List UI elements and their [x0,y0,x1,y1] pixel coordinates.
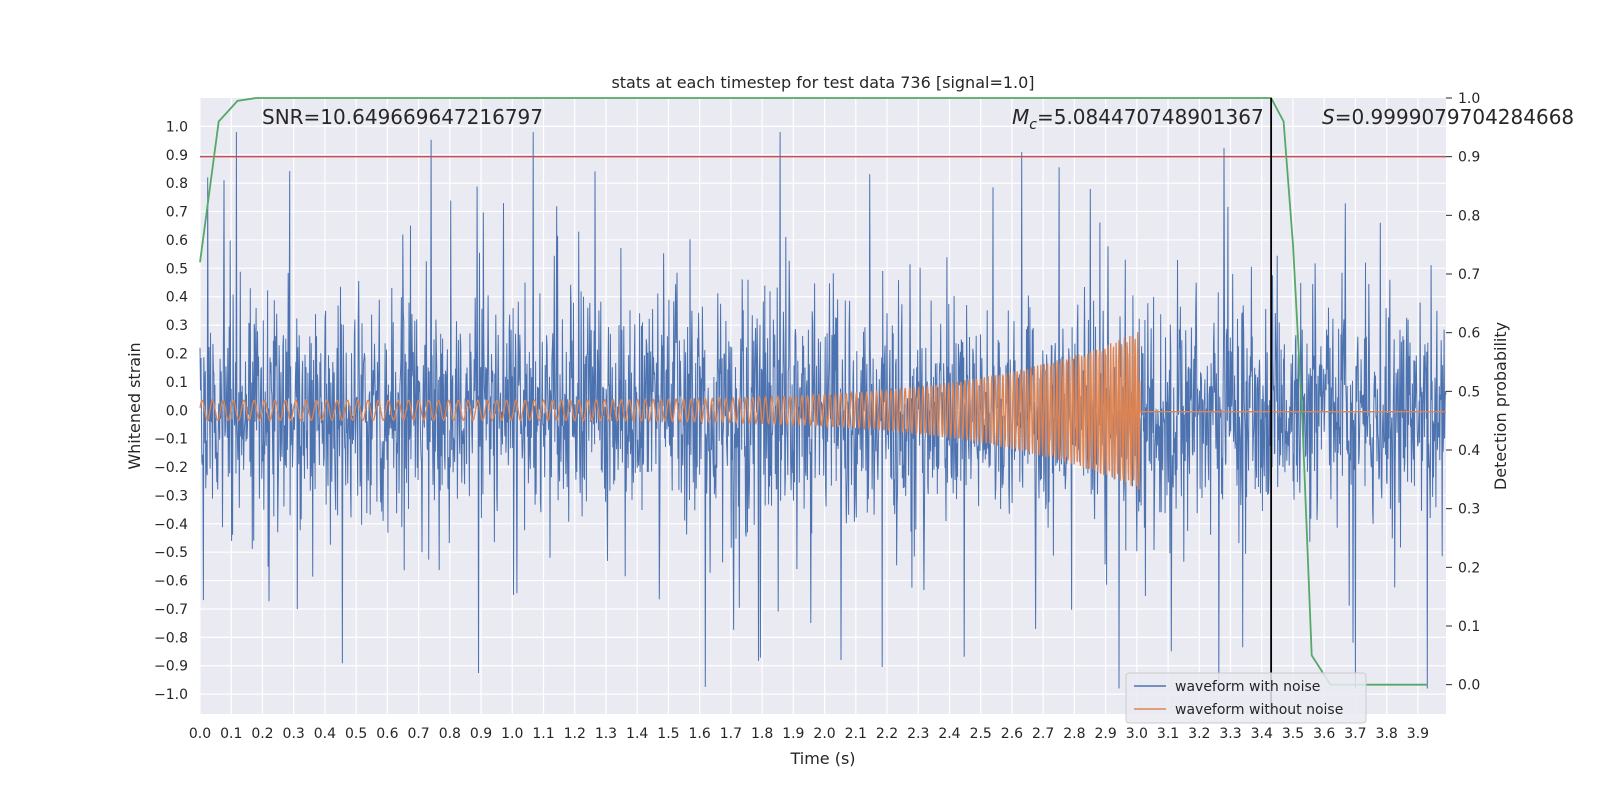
x-tick-label: 0.6 [376,726,398,742]
x-tick-label: 0.0 [189,726,211,742]
y-right-axis-label: Detection probability [1491,322,1510,490]
x-tick-label: 0.5 [345,726,367,742]
y-right-tick-labels: 1.0 0.9 0.8 0.7 0.6 0.5 0.4 0.3 0.2 0.1 0.0 [1446,91,1480,694]
y-tick-label: −0.7 [154,602,188,618]
x-tick-label: 2.5 [970,726,992,742]
y-tick-label: 0.9 [166,148,188,164]
x-tick-label: 2.2 [876,726,898,742]
x-tick-label: 1.8 [751,726,773,742]
y-tick-label: −0.9 [154,659,188,675]
mc-annotation: Mc=5.084470748901367 [1012,105,1264,133]
x-tick-label: 0.4 [314,726,336,742]
y-tick-label: 0.4 [166,290,188,306]
snr-annotation: SNR=10.649669647216797 [262,105,543,129]
y-tick-labels: 1.0 0.9 0.8 0.7 0.6 0.5 0.4 0.3 0.2 0.1 0.0 −0.1 −0.… [154,119,188,703]
y-right-tick-label: 0.0 [1458,678,1480,694]
y-tick-label: −0.8 [154,630,188,646]
y-tick-label: −0.3 [154,488,188,504]
x-tick-label: 1.6 [689,726,711,742]
y-tick-label: 0.2 [166,346,188,362]
y-axis-label: Whitened strain [125,342,144,469]
x-tick-label: 0.1 [220,726,242,742]
plot-lines [199,97,1447,714]
x-tick-label: 3.8 [1376,726,1398,742]
y-right-tick-label: 0.9 [1458,150,1480,166]
y-right-tick-label: 0.5 [1458,384,1480,400]
y-tick-label: 1.0 [166,119,188,135]
series-waveform-with-noise [199,132,1447,689]
x-tick-label: 3.0 [1126,726,1148,742]
y-tick-label: −0.6 [154,574,188,590]
x-tick-label: 2.6 [1001,726,1023,742]
x-tick-label: 1.1 [532,726,554,742]
x-tick-label: 1.2 [564,726,586,742]
y-tick-label: 0.8 [166,176,188,192]
y-tick-label: −0.5 [154,545,188,561]
x-tick-label: 1.0 [501,726,523,742]
x-tick-label: 2.1 [845,726,867,742]
x-tick-label: 1.7 [720,726,742,742]
mc-subscript: c [1029,117,1037,133]
x-tick-label: 0.8 [439,726,461,742]
legend-label-noisy: waveform with noise [1175,679,1320,695]
s-symbol: S [1322,105,1335,129]
y-tick-label: −0.1 [154,432,188,448]
x-tick-label: 3.3 [1219,726,1241,742]
legend: waveform with noise waveform without noi… [1125,672,1367,724]
s-value: =0.9999079704284668 [1335,105,1574,129]
y-tick-label: −0.4 [154,517,188,533]
y-tick-label: 0.6 [166,233,188,249]
x-tick-label: 2.4 [938,726,960,742]
x-tick-labels: 0.0 0.1 0.2 0.3 0.4 0.5 0.6 0.7 0.8 0.9 1.0 1.1 1.2 1… [189,726,1429,742]
y-right-tick-label: 0.2 [1458,560,1480,576]
mc-value: =5.084470748901367 [1037,105,1264,129]
y-right-tick-label: 1.0 [1458,91,1480,107]
series-waveform-without-noise [199,332,1446,490]
x-tick-label: 0.9 [470,726,492,742]
y-right-tick-label: 0.8 [1458,208,1480,224]
x-tick-label: 3.6 [1313,726,1335,742]
y-tick-label: 0.3 [166,318,188,334]
x-tick-label: 2.9 [1094,726,1116,742]
x-tick-label: 2.8 [1063,726,1085,742]
s-annotation: S=0.9999079704284668 [1322,105,1574,129]
x-tick-label: 3.9 [1407,726,1429,742]
x-tick-label: 2.0 [813,726,835,742]
chart-title: stats at each timestep for test data 736… [611,73,1034,92]
x-tick-label: 1.5 [657,726,679,742]
y-right-tick-label: 0.7 [1458,267,1480,283]
y-right-tick-label: 0.6 [1458,326,1480,342]
legend-label-clean: waveform without noise [1175,702,1343,718]
x-tick-label: 0.7 [407,726,429,742]
y-tick-label: 0.7 [166,205,188,221]
mc-symbol: M [1012,105,1029,129]
x-tick-label: 3.5 [1282,726,1304,742]
y-tick-label: 0.5 [166,261,188,277]
y-right-tick-label: 0.3 [1458,502,1480,518]
x-tick-label: 0.3 [283,726,305,742]
x-tick-label: 3.4 [1251,726,1273,742]
x-axis-label: Time (s) [789,749,855,768]
x-tick-label: 3.7 [1344,726,1366,742]
y-right-tick-label: 0.1 [1458,619,1480,635]
x-tick-label: 1.3 [595,726,617,742]
x-tick-label: 3.2 [1188,726,1210,742]
y-tick-label: 0.0 [166,403,188,419]
y-tick-label: −1.0 [154,687,188,703]
y-tick-label: 0.1 [166,375,188,391]
x-tick-label: 1.4 [626,726,648,742]
legend-box [1125,672,1367,724]
series-detection-probability [199,97,1428,686]
x-tick-label: 1.9 [782,726,804,742]
x-tick-label: 3.1 [1157,726,1179,742]
x-tick-label: 2.7 [1032,726,1054,742]
y-tick-label: −0.2 [154,460,188,476]
y-right-tick-label: 0.4 [1458,443,1480,459]
x-tick-label: 0.2 [251,726,273,742]
x-tick-label: 2.3 [907,726,929,742]
